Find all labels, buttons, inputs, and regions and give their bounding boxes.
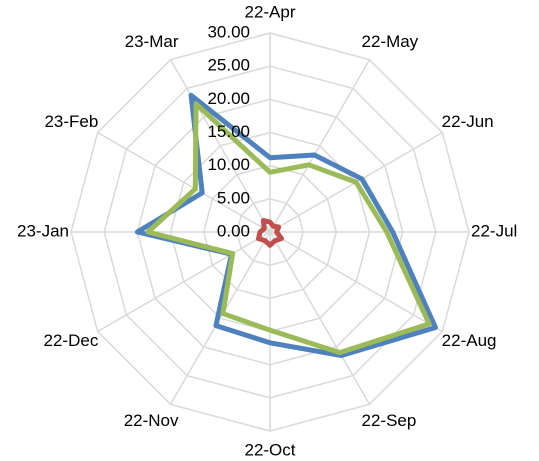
category-label: 22-May (362, 32, 419, 51)
series-line (256, 218, 284, 248)
category-label: 22-Nov (124, 411, 179, 430)
spoke (169, 59, 271, 233)
series-line (134, 92, 438, 359)
category-label: 22-Jun (442, 112, 494, 131)
spoke (269, 59, 371, 233)
spoke (269, 231, 443, 333)
category-label: 22-Oct (244, 440, 295, 459)
category-label: 22-Aug (442, 331, 497, 350)
category-label: 22-Dec (44, 331, 99, 350)
y-tick-label: 10.00 (207, 155, 250, 174)
series-line (145, 101, 432, 356)
category-label: 22-Apr (244, 2, 295, 21)
spoke (269, 231, 371, 405)
category-label: 23-Mar (125, 32, 179, 51)
y-tick-label: 25.00 (207, 56, 250, 75)
spoke (97, 131, 271, 233)
y-tick-label: 5.00 (217, 188, 250, 207)
spoke (169, 231, 271, 405)
category-label: 23-Jan (17, 221, 69, 240)
y-tick-label: 0.00 (217, 221, 250, 240)
y-tick-label: 15.00 (207, 122, 250, 141)
category-label: 22-Sep (362, 411, 417, 430)
category-label: 22-Jul (471, 221, 517, 240)
category-label: 23-Feb (44, 112, 98, 131)
y-tick-label: 30.00 (207, 22, 250, 41)
spoke (97, 231, 271, 333)
y-tick-label: 20.00 (207, 89, 250, 108)
